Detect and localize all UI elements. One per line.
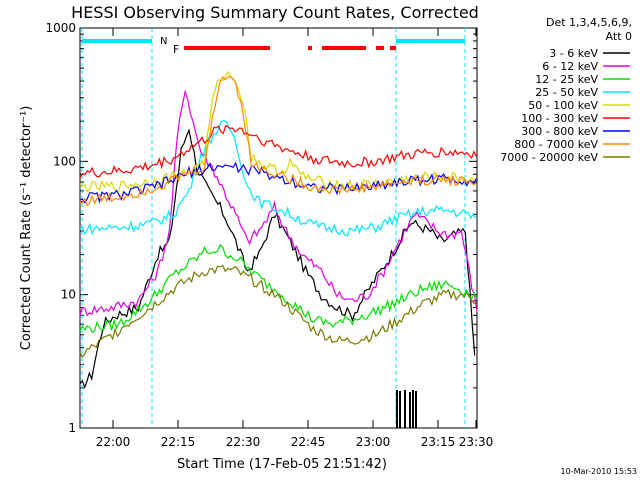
x-tick-label: 22:15 (161, 435, 196, 449)
y-tick-label: 10 (61, 288, 76, 302)
legend-header-line1: Det 1,3,4,5,6,9, (546, 16, 632, 29)
y-tick-label: 1000 (45, 21, 76, 35)
legend-label: 7000 - 20000 keV (500, 151, 598, 164)
y-tick-label: 1 (68, 421, 76, 435)
x-tick-label: 23:00 (356, 435, 391, 449)
legend-label: 800 - 7000 keV (514, 138, 598, 151)
series-line-3-6-keV (79, 128, 476, 390)
legend-label: 12 - 25 keV (535, 73, 598, 86)
x-tick-label: 22:00 (96, 435, 131, 449)
series-line-7000-20000-keV (79, 264, 478, 358)
x-tick-label: 22:45 (291, 435, 326, 449)
x-tick-label: 23:30 (459, 435, 494, 449)
y-axis-label: Corrected Count Rate (s⁻¹ detector⁻¹) (19, 106, 34, 351)
series-line-6-12-keV (79, 89, 478, 317)
legend-header-line2: Att 0 (606, 30, 632, 43)
series-line-12-25-keV (79, 243, 478, 334)
plot-area: 1 10 100 1000 22:00 22:15 22:30 22:45 23:00 23:15… (45, 21, 630, 449)
footer-date: 10-Mar-2010 15:53 (561, 467, 638, 476)
series-line-300-800-keV (79, 161, 477, 204)
legend-label: 25 - 50 keV (535, 86, 598, 99)
x-tick-label: 23:15 (421, 435, 456, 449)
x-axis-label: Start Time (17-Feb-05 21:51:42) (177, 457, 387, 472)
series-line-800-7000-keV (79, 75, 477, 207)
legend-label: 6 - 12 keV (542, 60, 598, 73)
series-line-100-300-keV (79, 124, 477, 179)
series-line-25-50-keV (79, 120, 476, 237)
flare-marker-label: F (173, 43, 179, 56)
y-tick-label: 100 (53, 154, 76, 168)
plot-frame (79, 27, 478, 429)
legend-label: 3 - 6 keV (549, 47, 598, 60)
chart-title: HESSI Observing Summary Count Rates, Cor… (71, 3, 479, 22)
x-tick-label: 22:30 (226, 435, 261, 449)
legend-label: 300 - 800 keV (521, 125, 598, 138)
legend-label: 100 - 300 keV (521, 112, 598, 125)
night-marker-label: N (160, 36, 167, 47)
legend-label: 50 - 100 keV (528, 99, 598, 112)
